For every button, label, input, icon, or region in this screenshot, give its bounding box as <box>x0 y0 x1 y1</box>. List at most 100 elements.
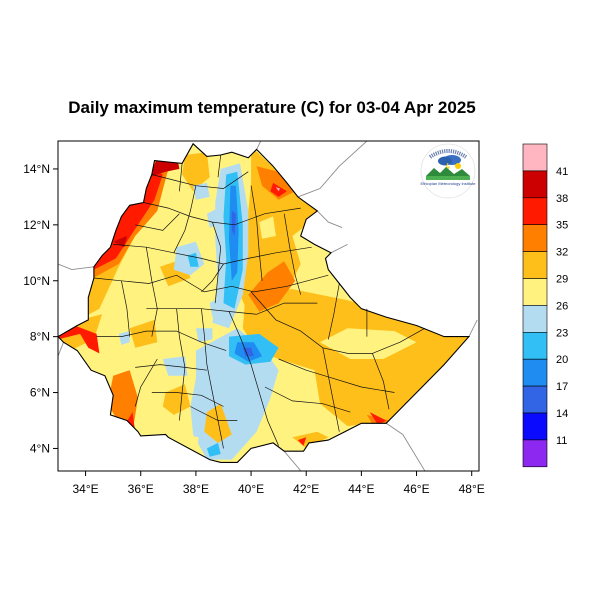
colorbar-label: 29 <box>556 274 568 286</box>
colorbar-box <box>522 331 548 360</box>
colorbar-label: 32 <box>556 247 568 259</box>
temperature-region <box>179 434 199 454</box>
admin-boundary-line <box>278 358 395 393</box>
neighbor-border-line <box>58 342 64 357</box>
admin-boundary-line <box>250 185 263 281</box>
lat-tick-label: 14°N <box>23 162 50 176</box>
admin-boundary-line <box>212 221 222 304</box>
admin-boundary-line <box>217 154 222 178</box>
admin-boundary-line <box>151 392 224 407</box>
admin-boundary-line <box>134 358 158 407</box>
lon-tick-label: 38°E <box>183 482 209 496</box>
admin-boundary-line <box>113 244 312 265</box>
colorbar-box <box>522 197 548 226</box>
temperature-region <box>231 210 236 236</box>
admin-boundary-line <box>135 213 180 231</box>
colorbar-box <box>522 224 548 252</box>
temperature-region <box>162 384 191 415</box>
neighbor-country-borders <box>58 141 478 471</box>
temperature-region <box>248 261 296 312</box>
temperature-region <box>193 182 210 200</box>
lon-tick-label: 46°E <box>403 482 429 496</box>
temperature-region <box>206 442 221 457</box>
colorbar-box <box>522 170 548 199</box>
temperature-region <box>113 236 127 248</box>
neighbor-border-line <box>297 141 368 198</box>
agency-logo: Ethiopian Meteorology Institute <box>421 143 477 199</box>
admin-boundary-line <box>322 347 340 432</box>
neighbor-border-line <box>316 210 343 229</box>
latitude-ticks: 14°N 12°N 10°N 8°N 6°N 4°N <box>23 162 58 455</box>
lon-tick-label: 40°E <box>238 482 264 496</box>
lat-tick-label: 6°N <box>30 386 50 400</box>
colorbar-label: 17 <box>556 381 568 393</box>
colorbar-label: 20 <box>556 354 568 366</box>
colorbar-label: 38 <box>556 193 568 205</box>
neighbor-border-line <box>283 450 302 471</box>
temperature-region <box>204 403 232 443</box>
admin-boundary-line <box>201 263 224 293</box>
lat-tick-label: 8°N <box>30 330 50 344</box>
admin-boundary-line <box>228 311 279 446</box>
admin-boundary-line <box>190 406 238 421</box>
temperature-region <box>369 412 387 425</box>
lon-tick-label: 48°E <box>459 482 485 496</box>
temperature-region <box>182 152 210 192</box>
colorbar-box <box>522 385 548 414</box>
admin-boundary-line <box>96 330 227 351</box>
admin-boundary-line <box>201 308 224 449</box>
temperature-region <box>347 375 398 413</box>
neighbor-border-line <box>385 422 426 471</box>
temperature-region <box>320 328 417 359</box>
logo-english-text: Ethiopian Meteorology Institute <box>421 181 477 186</box>
longitude-ticks: 34°E 36°E 38°E 40°E 42°E 44°E 46°E 48°E <box>73 471 485 496</box>
admin-boundary-line <box>145 247 158 337</box>
colorbar-box <box>522 439 548 468</box>
admin-boundary-line <box>372 353 390 410</box>
neighbor-border-line <box>256 141 262 150</box>
temperature-region <box>58 325 100 354</box>
temperature-region <box>292 431 329 449</box>
neighbor-border-line <box>58 263 94 271</box>
temperature-region <box>259 216 276 239</box>
lon-tick-label: 34°E <box>73 482 99 496</box>
map-frame <box>57 140 480 472</box>
colorbar-label: 11 <box>556 435 567 447</box>
admin-boundary-line <box>176 308 186 421</box>
colorbar-labels: 41 38 35 32 29 26 23 20 17 14 11 <box>556 166 568 447</box>
admin-boundary-line <box>121 280 131 337</box>
temperature-region <box>129 319 158 348</box>
lon-tick-label: 42°E <box>293 482 319 496</box>
colorbar-box <box>522 278 548 306</box>
lat-tick-label: 12°N <box>23 218 50 232</box>
admin-boundary-line <box>135 364 207 371</box>
neighbor-border-line <box>330 243 348 254</box>
temperature-region <box>275 187 280 192</box>
admin-boundary-line <box>250 291 425 354</box>
neighbor-border-line <box>468 319 478 337</box>
admin-boundary-line <box>283 213 302 295</box>
map-title: Daily maximum temperature (C) for 03-04 … <box>68 98 476 117</box>
colorbar-label: 14 <box>556 408 568 420</box>
colorbar-box <box>522 251 548 279</box>
colorbar: 41 38 35 32 29 26 23 20 17 14 11 <box>522 143 568 468</box>
admin-boundaries <box>93 154 425 449</box>
admin-boundary-line <box>264 386 351 413</box>
colorbar-label: 41 <box>556 166 568 178</box>
lat-tick-label: 4°N <box>30 441 50 455</box>
lon-tick-label: 44°E <box>348 482 374 496</box>
colorbar-box <box>522 143 548 172</box>
colorbar-label: 26 <box>556 300 568 312</box>
ethiopia-outline <box>58 142 471 463</box>
lat-tick-label: 10°N <box>23 274 50 288</box>
colorbar-box <box>522 412 548 441</box>
temperature-region <box>297 437 307 446</box>
colorbar-box <box>522 358 548 387</box>
temperature-region <box>118 331 130 345</box>
admin-boundary-line <box>173 185 197 253</box>
admin-boundary-line <box>93 274 329 293</box>
admin-boundary-line <box>179 163 183 192</box>
colorbar-box <box>522 305 548 333</box>
admin-boundary-line <box>327 283 340 340</box>
